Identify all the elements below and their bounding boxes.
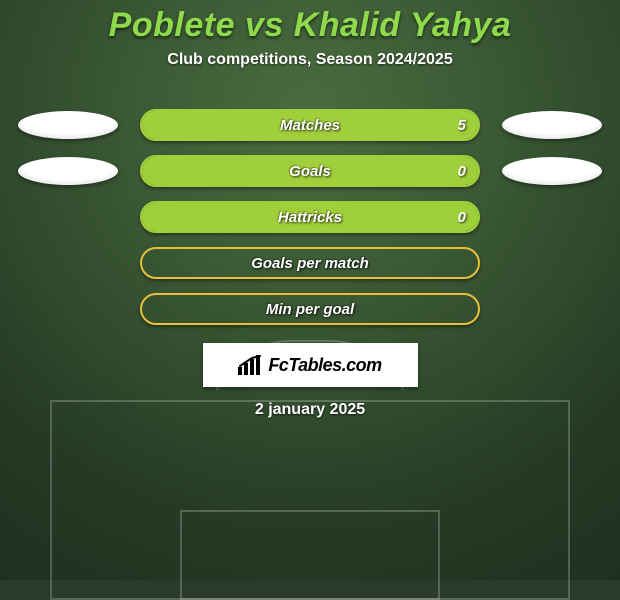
stat-row: Goals per match (0, 247, 620, 279)
stat-row: Min per goal (0, 293, 620, 325)
stat-rows: Matches5 Goals0 Hattricks0 Goals per match M… (0, 109, 620, 325)
stat-bar: Goals0 (140, 155, 480, 187)
stat-label: Goals per match (142, 249, 478, 277)
stat-row: Matches5 (0, 109, 620, 141)
stat-row: Goals0 (0, 155, 620, 187)
stat-label: Min per goal (142, 295, 478, 323)
stat-bar: Min per goal (140, 293, 480, 325)
content-wrap: Poblete vs Khalid Yahya Club competition… (0, 0, 620, 580)
stat-bar: Goals per match (140, 247, 480, 279)
right-ellipse (502, 157, 602, 185)
date-label: 2 january 2025 (255, 401, 365, 419)
bar-fill-right (142, 157, 478, 185)
right-ellipse (502, 111, 602, 139)
stat-row: Hattricks0 (0, 201, 620, 233)
stat-bar: Matches5 (140, 109, 480, 141)
chart-icon (238, 355, 262, 375)
page-title: Poblete vs Khalid Yahya (109, 6, 512, 45)
stat-bar: Hattricks0 (140, 201, 480, 233)
left-ellipse (18, 111, 118, 139)
page-subtitle: Club competitions, Season 2024/2025 (167, 51, 452, 69)
left-ellipse (18, 157, 118, 185)
brand-badge[interactable]: FcTables.com (203, 343, 418, 387)
bar-fill-right (142, 111, 478, 139)
brand-text: FcTables.com (268, 355, 381, 376)
bar-fill-right (142, 203, 478, 231)
